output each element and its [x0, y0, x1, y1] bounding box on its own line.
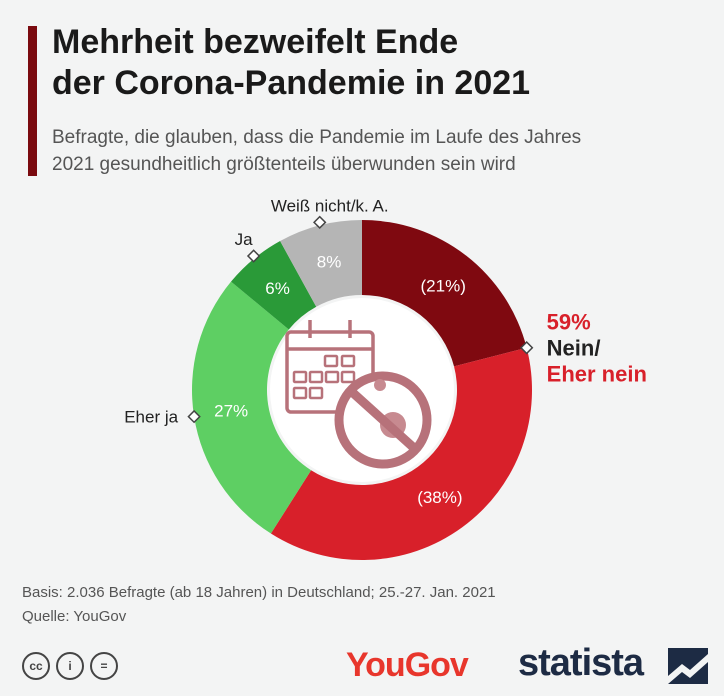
group-label-line2: Eher nein: [547, 362, 647, 387]
yougov-logo: YouGov: [346, 646, 469, 684]
group-label-line1: Nein/: [547, 336, 601, 361]
license-icons: cc i =: [22, 652, 118, 680]
title-accent-bar: [28, 26, 37, 176]
statista-mark-icon: [668, 648, 708, 684]
label-marker: [519, 341, 534, 355]
label-marker: [313, 215, 327, 230]
slice-value-label: 27%: [214, 402, 248, 421]
calendar-with-no-virus-icon: [270, 298, 454, 482]
label-marker: [246, 249, 261, 263]
donut-slice: [270, 347, 532, 561]
slice-category-label: Eher ja: [124, 408, 178, 427]
slice-value-label: (38%): [417, 488, 462, 507]
slice-category-label: Weiß nicht/k. A.: [271, 196, 389, 215]
slice-value-label: 8%: [317, 253, 342, 272]
nd-icon[interactable]: =: [90, 652, 118, 680]
donut-slice: [231, 241, 317, 330]
chart-subtitle: Befragte, die glauben, dass die Pandemie…: [52, 127, 582, 175]
cc-icon[interactable]: cc: [22, 652, 50, 680]
group-value-label: 59%: [547, 310, 591, 335]
donut-slice: [191, 281, 312, 534]
footer-source: Quelle: YouGov: [22, 608, 127, 625]
slice-value-label: (21%): [421, 276, 466, 295]
slice-category-label: Ja: [235, 230, 254, 249]
chart-title: Mehrheit bezweifelt Ende der Corona-Pand…: [52, 23, 531, 102]
statista-logo: statista: [518, 642, 644, 684]
donut-chart: (21%) (38%) 27% 6% 8% Eher ja Ja Weiß nicht/k.…: [124, 196, 647, 561]
label-marker: [187, 409, 201, 424]
donut-slice: [280, 220, 362, 307]
by-icon[interactable]: i: [56, 652, 84, 680]
slice-value-label: 6%: [265, 279, 290, 298]
footer-basis: Basis: 2.036 Befragte (ab 18 Jahren) in …: [22, 584, 496, 601]
donut-slice: [362, 220, 527, 367]
